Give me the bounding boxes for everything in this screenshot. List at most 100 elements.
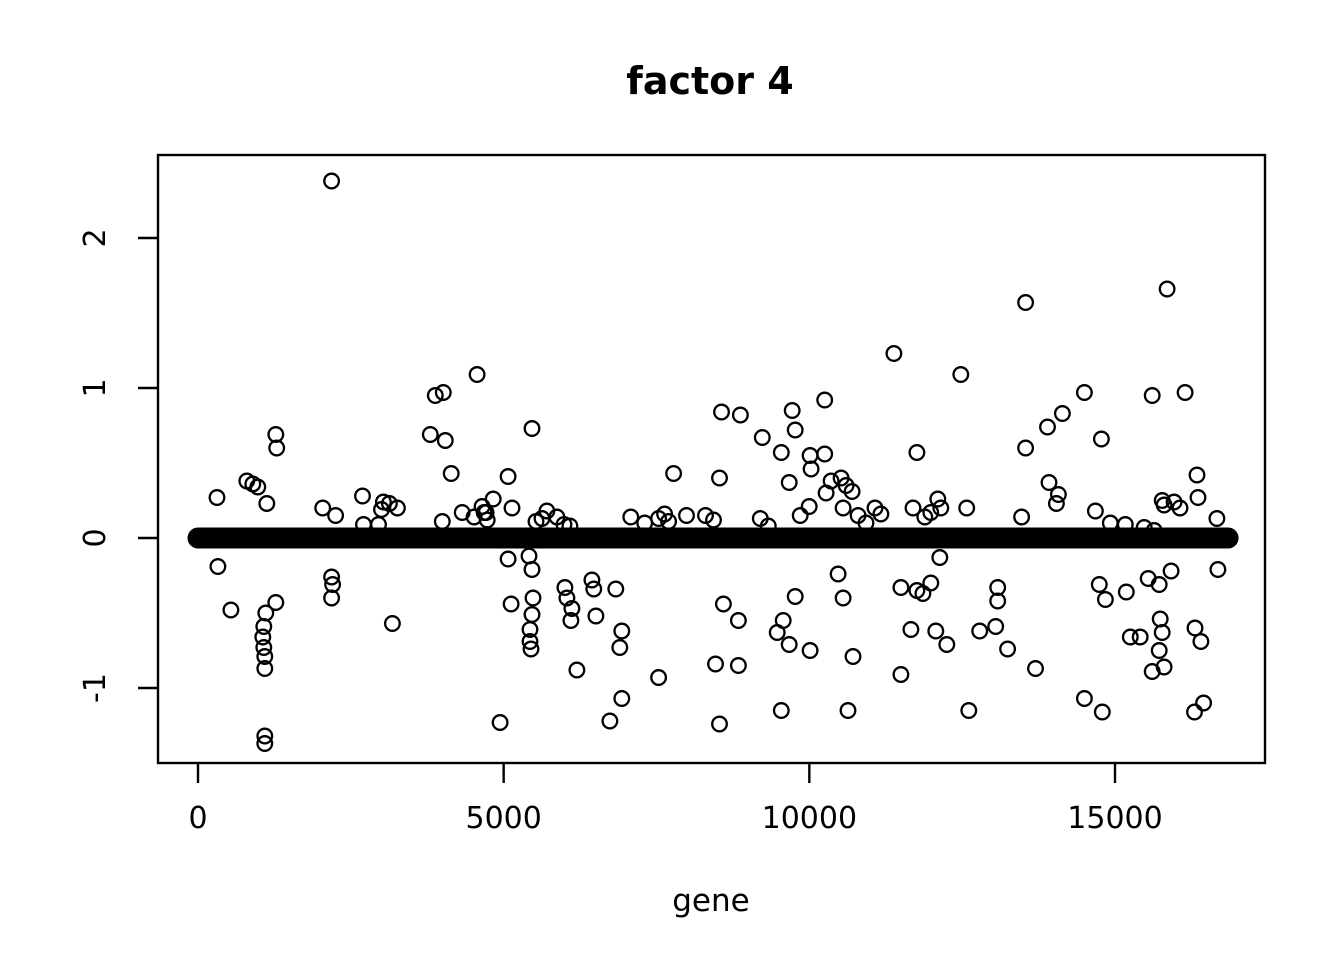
data-point	[791, 507, 809, 524]
data-point	[568, 661, 586, 679]
data-point	[816, 391, 834, 409]
data-point	[499, 550, 517, 568]
data-point	[1090, 576, 1108, 593]
data-point	[1143, 387, 1161, 404]
data-point	[522, 640, 540, 658]
data-point	[1162, 562, 1180, 580]
data-point	[892, 666, 910, 683]
data-point	[383, 615, 401, 632]
data-point	[255, 639, 273, 656]
data-point	[442, 465, 460, 482]
data-point	[1208, 510, 1226, 527]
data-point	[1209, 561, 1227, 578]
data-point	[780, 636, 798, 653]
data-point	[257, 604, 275, 622]
data-points	[208, 172, 1227, 752]
y-axis: -1 0 1 2	[78, 228, 158, 703]
data-point	[786, 421, 804, 439]
data-point	[1039, 418, 1056, 436]
data-point	[914, 585, 932, 602]
data-point	[327, 507, 345, 524]
data-point	[1186, 619, 1204, 637]
data-point	[705, 511, 722, 529]
data-point	[499, 468, 517, 485]
data-point	[468, 366, 486, 383]
data-point	[613, 690, 631, 707]
data-point	[1093, 703, 1111, 721]
data-point	[1047, 495, 1065, 512]
data-point	[611, 639, 629, 656]
data-point	[1151, 610, 1169, 628]
data-point	[927, 622, 945, 640]
x-tick-label: 0	[188, 801, 207, 836]
data-point	[491, 714, 509, 731]
data-point	[822, 472, 840, 490]
y-tick-label: 1	[78, 378, 113, 397]
x-tick-label: 15000	[1067, 801, 1162, 836]
data-point	[209, 558, 227, 575]
data-point	[999, 640, 1017, 658]
data-point	[561, 517, 579, 535]
data-point	[556, 579, 574, 596]
data-point	[521, 621, 539, 638]
data-point	[665, 465, 683, 482]
data-point	[258, 495, 276, 512]
data-point	[802, 460, 820, 478]
data-point	[1096, 591, 1114, 608]
data-point	[255, 618, 273, 635]
data-point	[563, 600, 581, 617]
data-point	[267, 594, 285, 611]
data-point	[622, 508, 640, 526]
data-point	[436, 432, 454, 449]
x-axis-label: gene	[672, 883, 749, 919]
data-point	[323, 172, 341, 190]
plot-box	[156, 153, 1267, 765]
data-point	[783, 402, 801, 419]
data-point	[931, 549, 949, 566]
data-point	[711, 715, 728, 733]
data-point	[1117, 583, 1135, 601]
data-point	[1145, 522, 1163, 539]
data-point	[834, 589, 852, 607]
y-tick-label: -1	[78, 673, 113, 703]
data-point	[434, 384, 452, 401]
data-point	[323, 568, 341, 586]
data-point	[314, 499, 332, 517]
data-point	[523, 606, 541, 623]
data-point	[1189, 489, 1207, 506]
data-point	[1086, 502, 1104, 520]
data-point	[256, 727, 274, 745]
x-tick-label: 10000	[762, 801, 857, 836]
data-point	[780, 474, 798, 491]
data-point	[523, 561, 541, 578]
data-point	[323, 589, 341, 607]
data-point	[772, 444, 790, 461]
data-point	[711, 469, 728, 487]
data-point	[354, 487, 371, 505]
data-point	[908, 444, 926, 461]
data-point	[857, 514, 875, 532]
data-point	[1158, 280, 1176, 298]
data-point	[388, 499, 406, 517]
data-point	[1116, 516, 1134, 533]
data-point	[731, 406, 749, 424]
data-point	[478, 511, 496, 529]
data-point	[929, 490, 947, 508]
data-point	[502, 595, 520, 613]
data-point	[713, 403, 730, 421]
data-point	[1017, 294, 1035, 311]
data-point	[844, 648, 862, 665]
data-point	[1075, 384, 1093, 401]
x-tick-label: 5000	[465, 801, 541, 836]
data-point	[837, 477, 855, 494]
data-point	[249, 478, 267, 496]
data-point	[268, 439, 286, 457]
data-point	[1053, 405, 1071, 422]
data-point	[1092, 430, 1110, 448]
data-point	[583, 571, 601, 589]
data-point	[753, 429, 771, 446]
data-point	[1155, 496, 1173, 514]
data-point	[839, 702, 857, 719]
